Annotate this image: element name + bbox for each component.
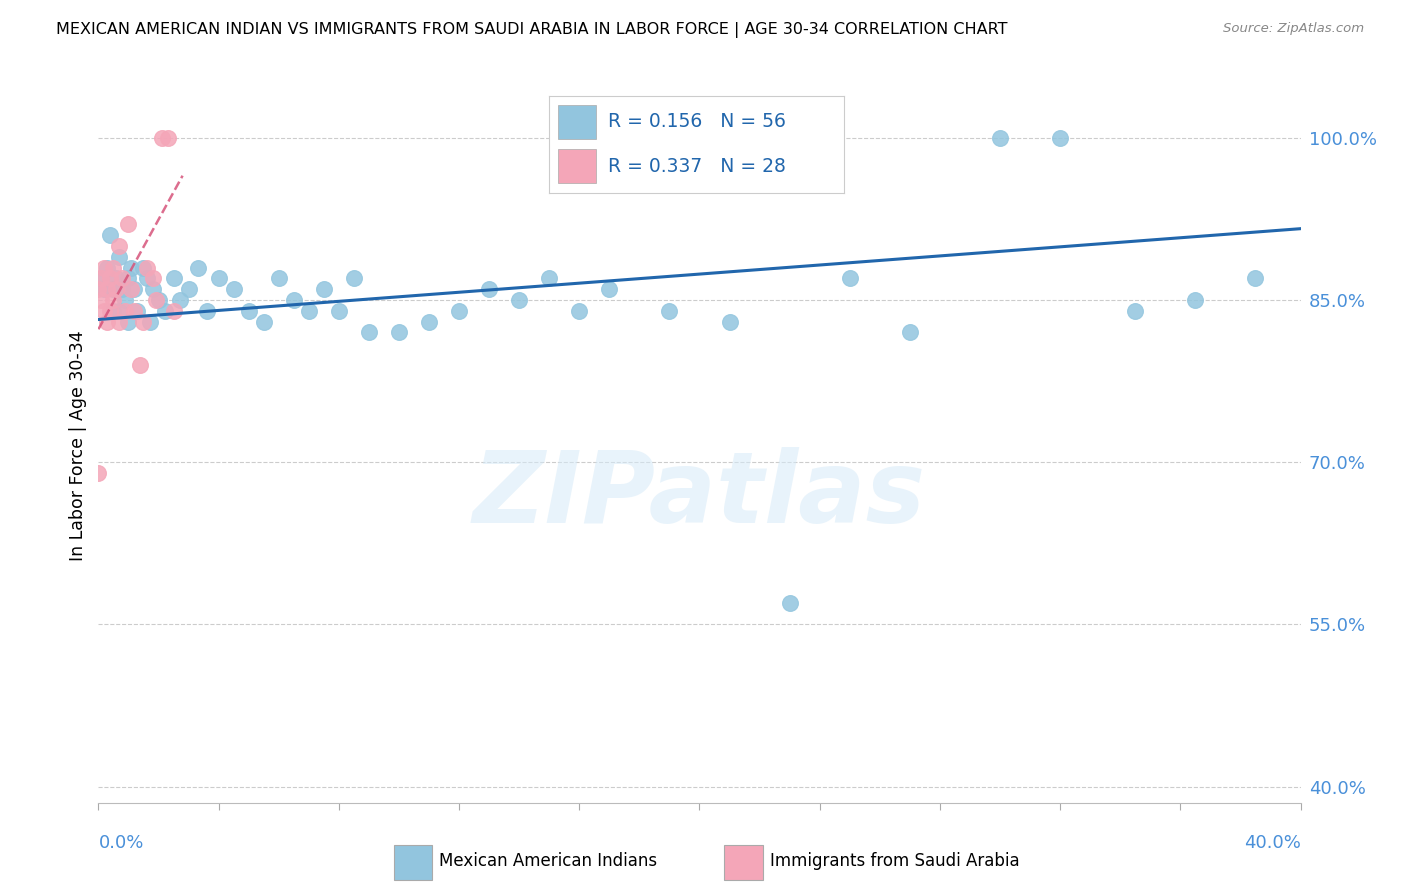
Point <box>222 282 245 296</box>
Text: 0.0%: 0.0% <box>98 834 143 852</box>
Text: Immigrants from Saudi Arabia: Immigrants from Saudi Arabia <box>770 852 1019 870</box>
Point <box>898 326 921 340</box>
Point <box>150 131 173 145</box>
Point <box>135 260 157 275</box>
Point <box>117 271 139 285</box>
Point <box>508 293 530 307</box>
Point <box>132 260 155 275</box>
Point <box>169 293 191 307</box>
Point <box>718 315 741 329</box>
Point <box>779 596 801 610</box>
Point <box>90 271 112 285</box>
Point <box>1184 293 1206 307</box>
Point <box>105 271 128 285</box>
Point <box>208 271 231 285</box>
Text: ZIPatlas: ZIPatlas <box>472 448 927 544</box>
Point <box>121 282 143 296</box>
Point <box>418 315 440 329</box>
Text: R = 0.337   N = 28: R = 0.337 N = 28 <box>609 157 786 176</box>
Point <box>103 282 125 296</box>
Point <box>312 282 335 296</box>
Point <box>90 271 112 285</box>
Point <box>100 228 122 243</box>
Point <box>138 315 160 329</box>
Point <box>162 303 184 318</box>
Point <box>117 218 139 232</box>
Point <box>132 315 155 329</box>
Point <box>153 303 176 318</box>
Point <box>87 282 110 296</box>
Point <box>87 466 110 480</box>
Point <box>103 260 125 275</box>
Point <box>127 303 149 318</box>
Text: MEXICAN AMERICAN INDIAN VS IMMIGRANTS FROM SAUDI ARABIA IN LABOR FORCE | AGE 30-: MEXICAN AMERICAN INDIAN VS IMMIGRANTS FR… <box>56 22 1008 38</box>
Point <box>838 271 860 285</box>
Point <box>114 303 136 318</box>
Point <box>111 271 134 285</box>
Point <box>100 303 122 318</box>
Point <box>105 282 128 296</box>
Bar <box>558 149 596 183</box>
Point <box>447 303 470 318</box>
Point <box>108 303 131 318</box>
Point <box>114 293 136 307</box>
Point <box>267 271 290 285</box>
Point <box>93 303 115 318</box>
Point <box>103 303 125 318</box>
Point <box>100 271 122 285</box>
Text: Mexican American Indians: Mexican American Indians <box>439 852 658 870</box>
Point <box>195 303 218 318</box>
Point <box>103 293 125 307</box>
Point <box>96 315 118 329</box>
Point <box>253 315 276 329</box>
Point <box>108 239 131 253</box>
Point <box>598 282 620 296</box>
Bar <box>558 105 596 139</box>
Text: 40.0%: 40.0% <box>1244 834 1301 852</box>
Point <box>658 303 681 318</box>
Point <box>96 260 118 275</box>
Point <box>121 260 143 275</box>
Point <box>108 250 131 264</box>
Point <box>117 315 139 329</box>
Point <box>283 293 305 307</box>
Point <box>388 326 411 340</box>
Text: Source: ZipAtlas.com: Source: ZipAtlas.com <box>1223 22 1364 36</box>
Point <box>357 326 380 340</box>
Point <box>298 303 321 318</box>
Point <box>135 271 157 285</box>
Point <box>148 293 170 307</box>
Point <box>1244 271 1267 285</box>
Point <box>177 282 200 296</box>
Point <box>129 358 152 372</box>
Point <box>328 303 350 318</box>
Point <box>90 293 112 307</box>
Point <box>93 282 115 296</box>
Point <box>478 282 501 296</box>
Point <box>96 282 118 296</box>
Point <box>988 131 1011 145</box>
Point <box>238 303 260 318</box>
Y-axis label: In Labor Force | Age 30-34: In Labor Force | Age 30-34 <box>69 331 87 561</box>
Point <box>145 293 167 307</box>
Point <box>111 282 134 296</box>
Point <box>141 282 163 296</box>
Point <box>187 260 209 275</box>
Point <box>538 271 561 285</box>
Bar <box>724 845 763 880</box>
Point <box>162 271 184 285</box>
Point <box>343 271 366 285</box>
Point <box>93 260 115 275</box>
Point <box>568 303 591 318</box>
Bar <box>394 845 433 880</box>
Point <box>141 271 163 285</box>
Point <box>108 315 131 329</box>
Text: R = 0.156   N = 56: R = 0.156 N = 56 <box>609 112 786 131</box>
Point <box>1123 303 1146 318</box>
Point <box>124 282 146 296</box>
Point <box>124 303 146 318</box>
Point <box>156 131 179 145</box>
Point <box>1049 131 1071 145</box>
